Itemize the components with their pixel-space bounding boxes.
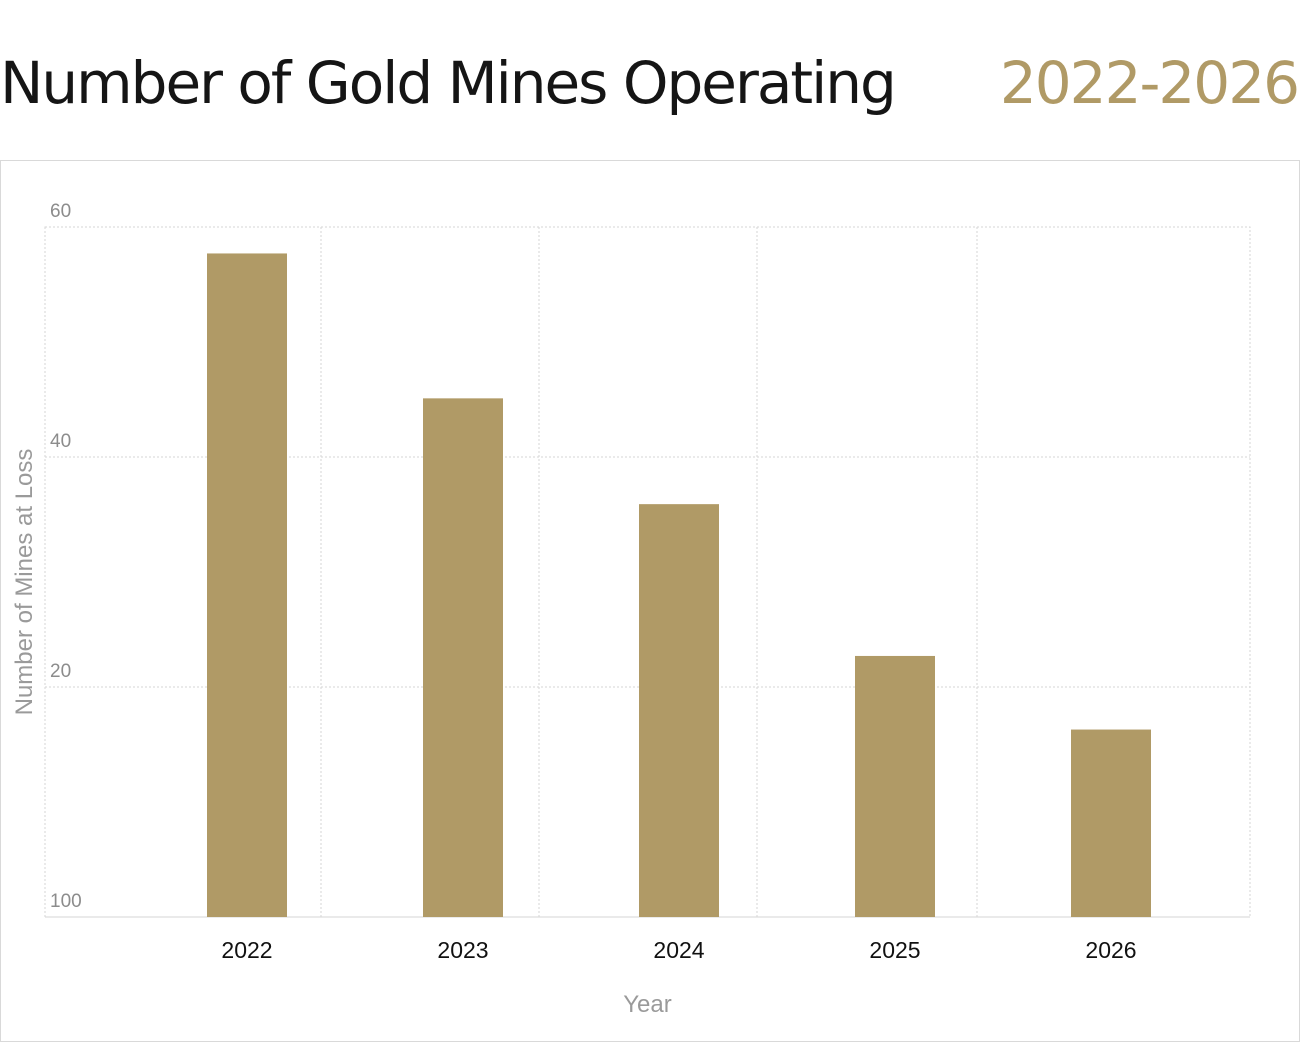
labels: 60 40 20 100 2022 2023 2024 2025 2026: [50, 201, 1137, 963]
bar-2023: [423, 398, 503, 918]
y-tick-label: 20: [50, 661, 71, 682]
bar-2022: [207, 253, 287, 917]
x-axis-title: Year: [623, 991, 672, 1018]
chart-panel: 60 40 20 100 2022 2023 2024 2025 2026 Year Numbe…: [0, 160, 1300, 1042]
date-range-label: 2022-2026: [999, 49, 1300, 117]
x-tick-label: 2023: [437, 937, 488, 963]
bars: [207, 253, 1151, 918]
x-tick-label: 2024: [653, 937, 704, 963]
y-axis-title: Number of Mines at Loss: [11, 449, 38, 716]
x-tick-label: 2022: [221, 937, 272, 963]
y-tick-label: 40: [50, 431, 71, 452]
y-tick-label: 100: [50, 891, 82, 912]
bar-2024: [639, 504, 719, 917]
bar-chart: 60 40 20 100 2022 2023 2024 2025 2026 Year Numbe…: [11, 201, 1251, 1018]
x-tick-label: 2025: [869, 937, 920, 963]
bar-2026: [1071, 729, 1151, 917]
y-tick-label: 60: [50, 201, 71, 222]
bar-2025: [855, 655, 935, 917]
chart-title: Number of Gold Mines Operating: [0, 49, 897, 117]
x-tick-label: 2026: [1085, 937, 1136, 963]
